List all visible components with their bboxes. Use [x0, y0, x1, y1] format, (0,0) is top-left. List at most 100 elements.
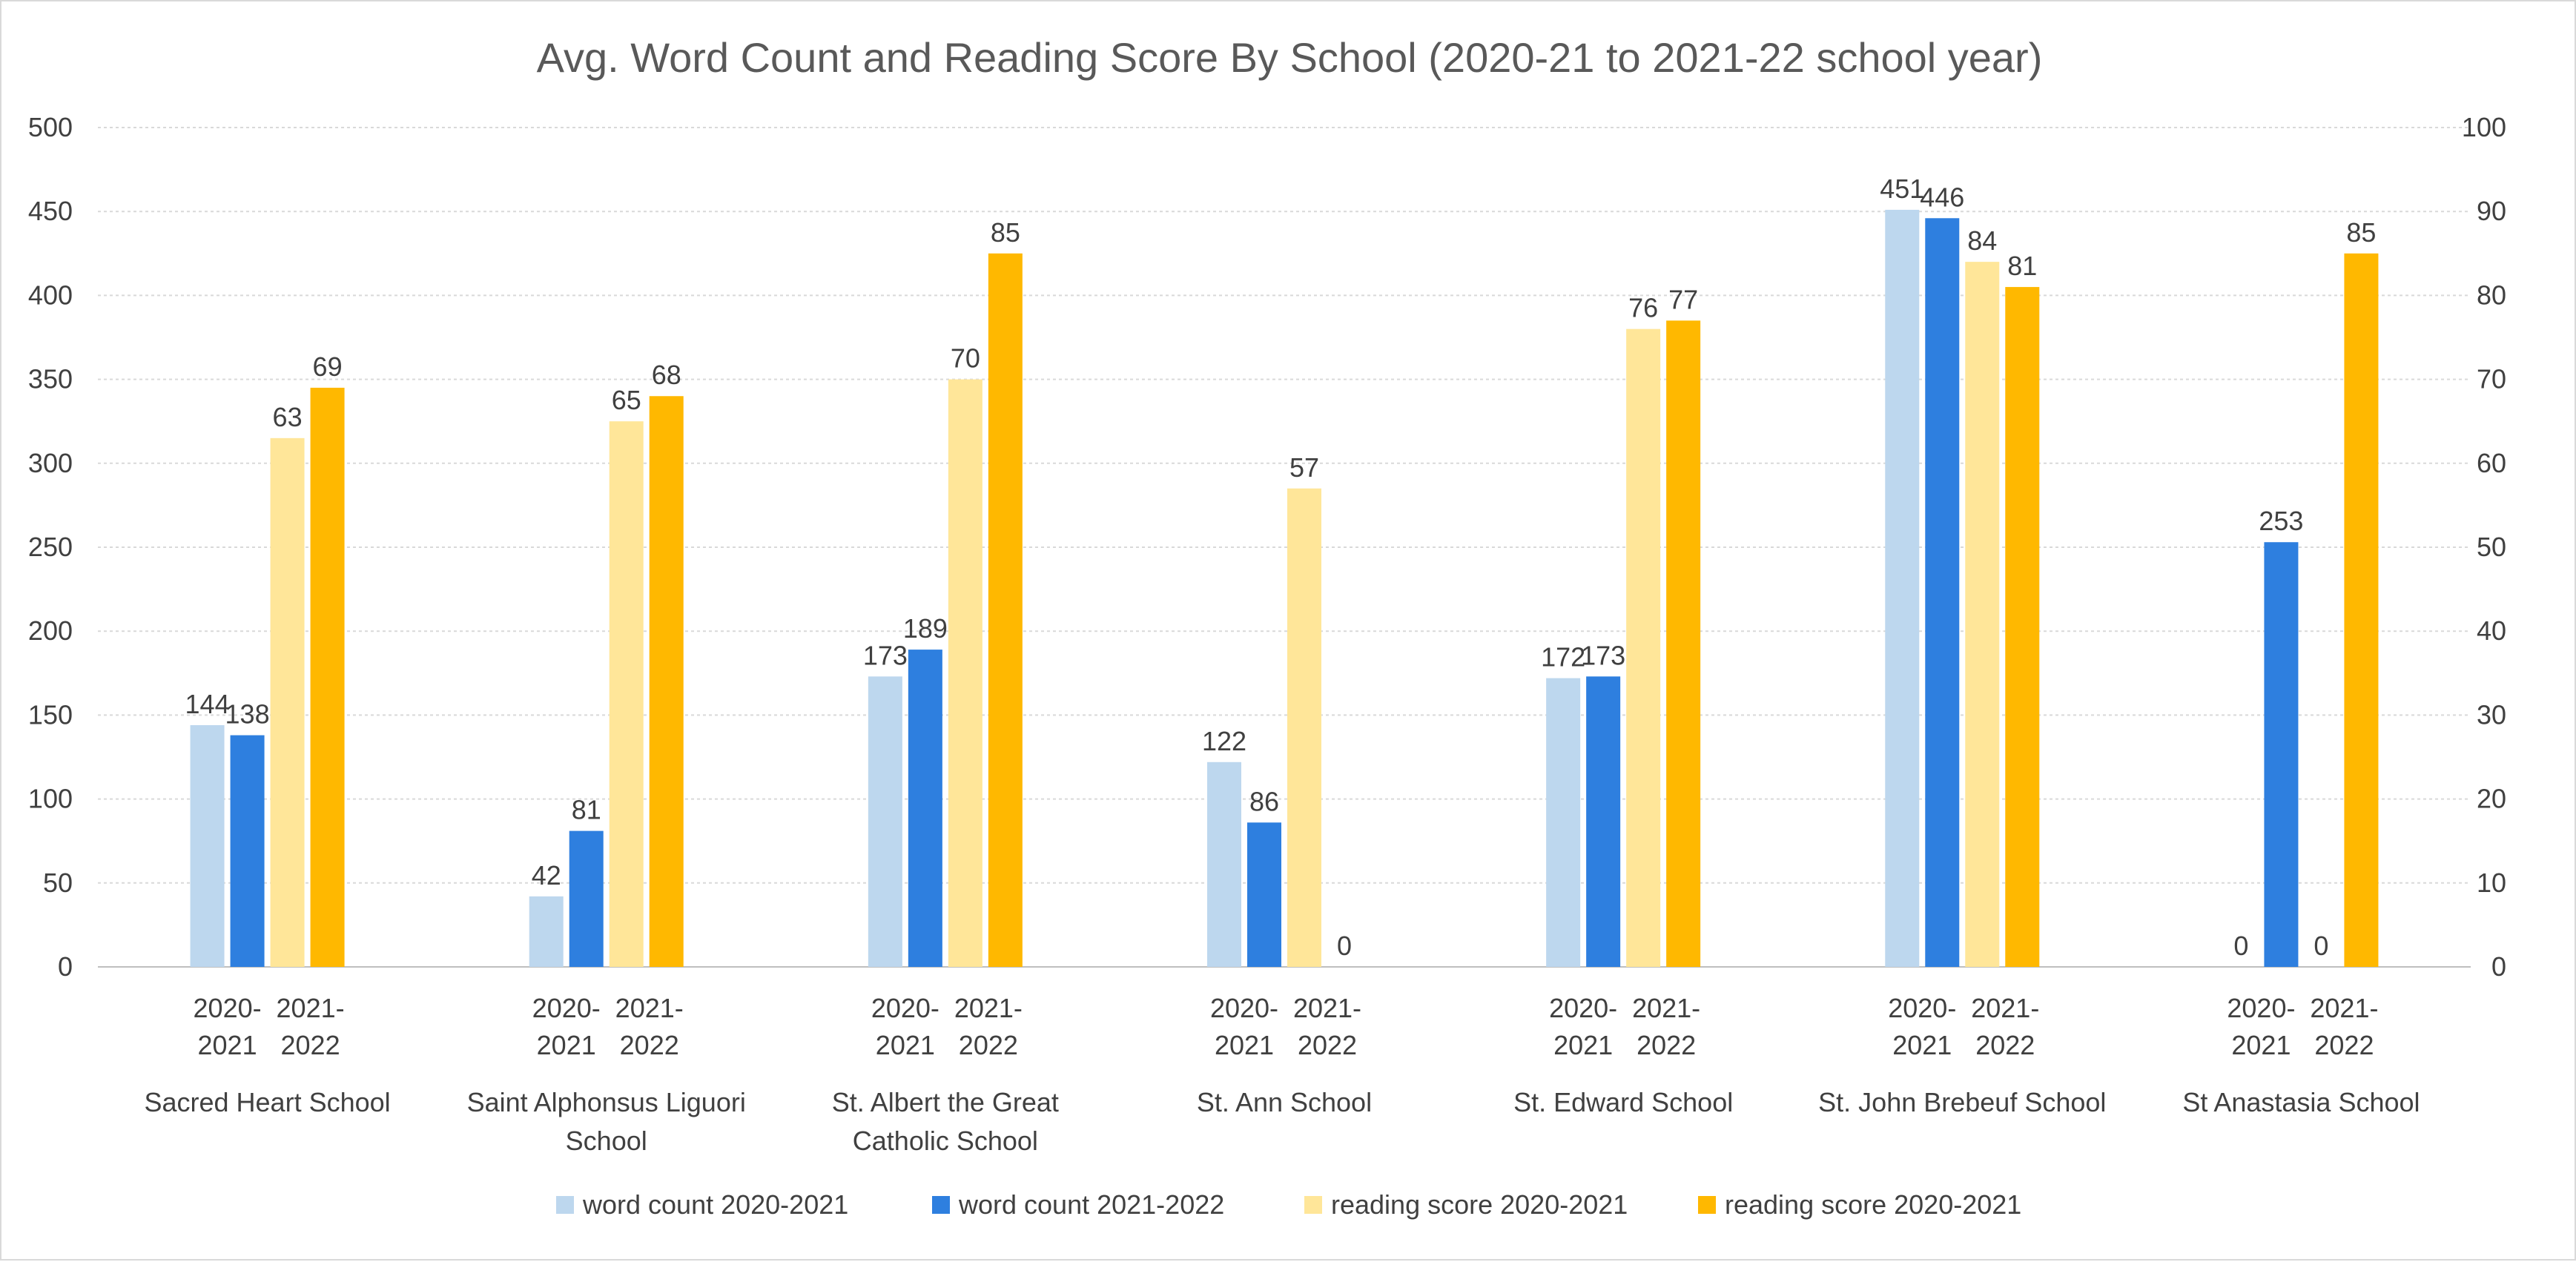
- data-label: 81: [572, 795, 601, 825]
- x-year-label: 2021: [1553, 1030, 1613, 1060]
- data-label: 81: [2007, 251, 2037, 281]
- x-year-label: 2022: [1975, 1030, 2035, 1060]
- x-year-label: 2021: [1215, 1030, 1274, 1060]
- data-label: 84: [1967, 225, 1997, 256]
- x-year-label: 2021: [2231, 1030, 2291, 1060]
- legend-label: word count 2020-2021: [582, 1189, 848, 1220]
- legend-label: reading score 2020-2021: [1331, 1189, 1628, 1220]
- bar: [948, 379, 982, 968]
- data-label: 122: [1202, 726, 1246, 756]
- x-year-label: 2022: [620, 1030, 679, 1060]
- data-label: 77: [1668, 284, 1698, 314]
- data-label: 144: [185, 689, 230, 719]
- y-tick-label-right: 60: [2477, 448, 2506, 478]
- bar: [230, 735, 265, 967]
- x-year-label: 2022: [959, 1030, 1018, 1060]
- bar: [1925, 218, 1960, 968]
- y-tick-label-right: 80: [2477, 280, 2506, 310]
- x-school-label: Catholic School: [853, 1126, 1038, 1156]
- bar: [1626, 328, 1661, 967]
- x-school-label: St Anastasia School: [2182, 1087, 2420, 1117]
- legend-swatch: [556, 1196, 574, 1214]
- bar: [270, 437, 305, 967]
- y-tick-label-right: 10: [2477, 868, 2506, 898]
- x-year-label: 2021-: [954, 993, 1023, 1023]
- y-tick-label-right: 40: [2477, 615, 2506, 646]
- y-tick-label-right: 0: [2491, 951, 2506, 982]
- data-label: 189: [903, 613, 948, 644]
- y-tick-label-right: 70: [2477, 364, 2506, 394]
- bar: [1247, 822, 1281, 967]
- y-tick-label-right: 30: [2477, 699, 2506, 730]
- y-tick-label-left: 450: [28, 196, 73, 226]
- data-label: 68: [652, 360, 681, 390]
- x-year-label: 2020-: [1210, 993, 1278, 1023]
- y-tick-label-left: 100: [28, 784, 73, 814]
- y-tick-label-right: 100: [2462, 112, 2506, 142]
- x-school-label: Saint Alphonsus Liguori: [467, 1087, 746, 1117]
- bar: [1546, 678, 1581, 967]
- y-tick-label-left: 150: [28, 699, 73, 730]
- bar: [609, 421, 644, 967]
- bar: [1965, 262, 2000, 967]
- x-year-label: 2020-: [871, 993, 939, 1023]
- x-year-label: 2021: [537, 1030, 596, 1060]
- legend-swatch: [1698, 1196, 1716, 1214]
- x-year-label: 2021: [1892, 1030, 1952, 1060]
- legend-label: reading score 2020-2021: [1725, 1189, 2021, 1220]
- y-tick-label-left: 300: [28, 448, 73, 478]
- data-label: 57: [1289, 452, 1319, 483]
- x-school-label: St. Ann School: [1197, 1087, 1372, 1117]
- data-label: 446: [1920, 182, 1964, 212]
- data-labels: 1441386369428165681731897085122865701721…: [185, 174, 2377, 961]
- y-tick-label-left: 500: [28, 112, 73, 142]
- y-tick-label-right: 50: [2477, 532, 2506, 562]
- x-school-label: Sacred Heart School: [144, 1087, 390, 1117]
- x-year-label: 2022: [2314, 1030, 2374, 1060]
- data-label: 253: [2259, 506, 2303, 536]
- x-year-label: 2021-: [1632, 993, 1700, 1023]
- x-year-label: 2022: [281, 1030, 340, 1060]
- x-school-label: School: [566, 1126, 647, 1156]
- x-year-label: 2020-: [2227, 993, 2295, 1023]
- bar: [569, 830, 604, 967]
- bar: [190, 724, 225, 967]
- x-year-label: 2020-: [1549, 993, 1617, 1023]
- x-year-label: 2021: [876, 1030, 935, 1060]
- bar: [310, 387, 345, 967]
- bar: [2264, 542, 2299, 967]
- bar: [2344, 253, 2379, 967]
- y-axis-left: 0 50 100 150 200 250 300 350 400 450 500: [28, 112, 73, 982]
- data-label: 65: [612, 385, 641, 415]
- x-school-label: St. John Brebeuf School: [1818, 1087, 2106, 1117]
- x-school-label: St. Edward School: [1513, 1087, 1733, 1117]
- legend-swatch: [1304, 1196, 1322, 1214]
- data-label: 172: [1541, 642, 1585, 673]
- y-tick-label-right: 90: [2477, 196, 2506, 226]
- data-label: 69: [313, 351, 343, 382]
- bar: [1287, 488, 1321, 967]
- x-year-label: 2021: [198, 1030, 257, 1060]
- bar: [649, 396, 684, 967]
- gridlines: [98, 127, 2471, 968]
- legend-label: word count 2021-2022: [958, 1189, 1224, 1220]
- data-label: 70: [951, 343, 980, 374]
- data-label: 85: [991, 217, 1020, 248]
- x-year-label: 2020-: [194, 993, 262, 1023]
- bar: [529, 896, 564, 967]
- data-label: 76: [1628, 293, 1658, 323]
- bar: [1586, 676, 1621, 967]
- y-axis-right: 0 10 20 30 40 50 60 70 80 90 100: [2462, 112, 2506, 982]
- y-tick-label-left: 0: [58, 951, 73, 982]
- x-year-label: 2021-: [277, 993, 345, 1023]
- data-label: 0: [1337, 931, 1352, 961]
- x-year-label: 2021-: [1293, 993, 1361, 1023]
- x-year-label: 2020-: [1888, 993, 1956, 1023]
- bar: [1207, 762, 1241, 967]
- x-year-label: 2021-: [615, 993, 684, 1023]
- x-year-label: 2021-: [2310, 993, 2378, 1023]
- data-label: 173: [863, 640, 908, 670]
- data-label: 0: [2233, 931, 2248, 961]
